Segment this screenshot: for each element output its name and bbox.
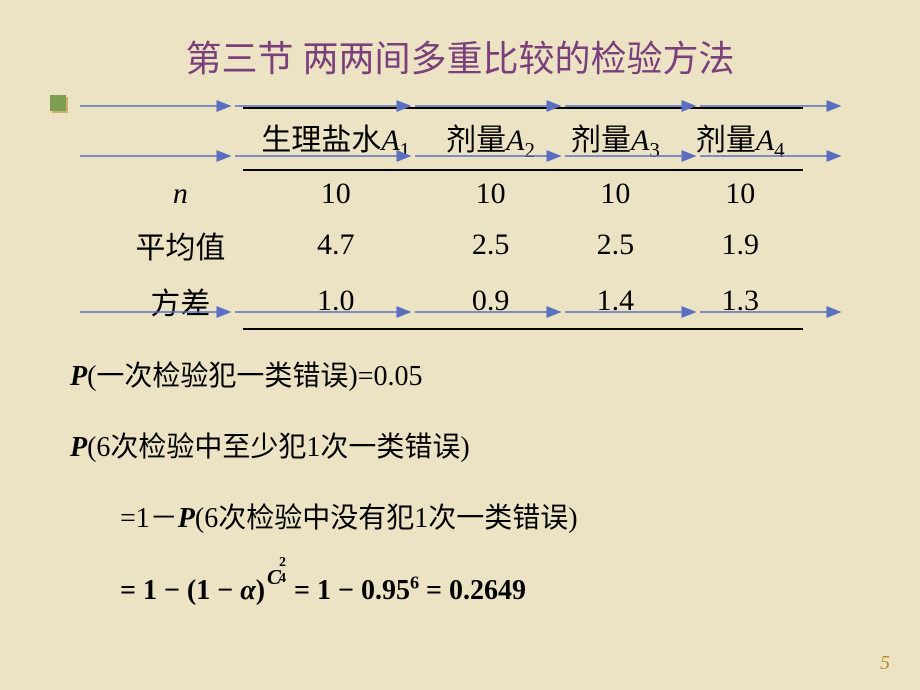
- page-number: 5: [880, 652, 890, 675]
- bullet-icon: [50, 95, 70, 115]
- col-header: 剂量A2: [428, 108, 553, 170]
- col-header: 剂量A4: [678, 108, 803, 170]
- table-row: n 10 10 10 10: [117, 170, 802, 217]
- page-title: 第三节 两两间多重比较的检验方法: [50, 30, 870, 82]
- formula-line: P(6次检验中至少犯1次一类错误): [70, 421, 870, 474]
- formula-equation: = 1 − (1 − α) C 2 4 = 1 − 0.956 = 0.2649: [120, 564, 870, 617]
- col-header: 生理盐水A1: [243, 108, 428, 170]
- formula-line: P(一次检验犯一类错误)=0.05: [70, 350, 870, 403]
- data-table: 生理盐水A1 剂量A2 剂量A3 剂量A4 n 10 10 10 10 平均值 …: [117, 107, 802, 330]
- formula-block: P(一次检验犯一类错误)=0.05 P(6次检验中至少犯1次一类错误) =1－P…: [70, 350, 870, 617]
- col-header: 剂量A3: [553, 108, 678, 170]
- table-header-row: 生理盐水A1 剂量A2 剂量A3 剂量A4: [117, 108, 802, 170]
- table-row: 方差 1.0 0.9 1.4 1.3: [117, 273, 802, 329]
- table-row: 平均值 4.7 2.5 2.5 1.9: [117, 217, 802, 273]
- formula-line: =1－P(6次检验中没有犯1次一类错误): [120, 492, 870, 545]
